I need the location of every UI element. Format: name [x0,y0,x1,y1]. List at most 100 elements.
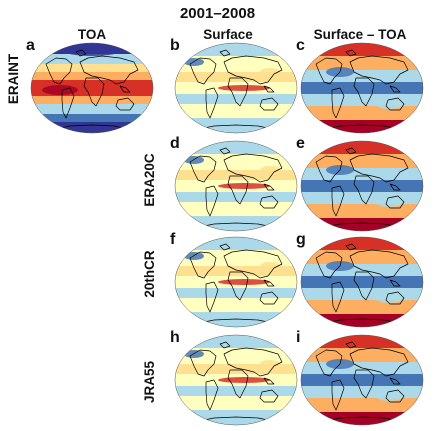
color-band [175,348,297,364]
color-band [31,54,153,64]
anomaly-region [218,377,270,383]
panel-letter-a: a [26,37,35,54]
coastline [205,87,219,119]
coastline [315,349,343,377]
color-band [301,374,423,386]
coastline [259,97,279,111]
coastline [385,291,405,305]
anomaly-region [218,183,270,189]
coastline [315,155,343,183]
color-band [175,312,297,327]
map-f [174,236,298,328]
coastline [83,77,105,107]
color-band [175,170,297,180]
column-title-toa: TOA [77,27,107,42]
coastline [227,175,249,205]
map-h [174,334,298,426]
color-band [175,410,297,425]
coastline [263,279,275,287]
coastline [389,279,401,287]
coastline [193,222,279,229]
coastline [385,97,405,111]
row-label-jra55: JRA55 [142,360,157,404]
anomaly-region [260,360,280,368]
coastline [205,281,219,313]
color-band [175,141,297,154]
coastline [389,183,401,191]
color-band [175,335,297,348]
color-band [175,266,297,276]
color-band [175,364,297,374]
color-band [175,216,297,231]
color-band [175,250,297,266]
color-band [175,298,297,312]
map-panel-d: d [170,136,298,232]
anomaly-region [218,279,270,285]
coastline [345,147,357,155]
coastline [389,85,401,93]
coastline [223,249,283,279]
anomaly-region [106,82,138,94]
color-band [31,122,153,133]
map-panel-c: c [296,38,424,134]
anomaly-region [376,293,404,303]
color-band [31,64,153,72]
anomaly-region [376,197,404,207]
color-band [175,396,297,410]
coastline [193,416,279,423]
color-band [301,250,423,264]
coastline [259,195,279,209]
color-band [301,56,423,70]
coastline [319,318,405,325]
color-band [175,118,297,133]
color-band [301,335,423,348]
panel-letter-c: c [296,37,305,54]
color-band [301,348,423,362]
map-a [30,42,154,134]
coastline [319,416,405,423]
column-title-surface: Surface [203,27,253,42]
panel-letter-g: g [296,231,306,248]
color-band [175,72,297,82]
coastline [349,55,409,85]
coastline [79,55,139,85]
row-label-era20c: ERA20C [142,153,157,207]
color-band [301,106,423,120]
map-panel-f: f [170,232,298,328]
coastline [331,281,345,313]
map-boundary [174,140,298,232]
color-band [175,288,297,298]
color-band [301,82,423,94]
coastline [227,369,249,399]
coastline [319,222,405,229]
coastline [259,291,279,305]
panel-letter-e: e [296,135,305,152]
map-boundary [300,140,424,232]
coastline [49,124,135,131]
color-band [301,237,423,250]
coastline [345,243,357,251]
map-panel-a: a [26,38,154,134]
anomaly-region [260,68,280,76]
coastline [193,318,279,325]
color-band [31,104,153,114]
map-panel-e: e [296,136,424,232]
map-boundary [300,42,424,134]
coastline [353,271,375,301]
coastline [189,349,217,377]
coastline [331,379,345,411]
map-panel-g: g [296,232,424,328]
coastline [349,249,409,279]
map-panel-b: b [170,38,298,134]
color-band [301,154,423,168]
color-band [175,56,297,72]
color-band [301,300,423,314]
color-band [175,192,297,202]
coastline [223,153,283,183]
coastline [223,55,283,85]
coastline [315,57,343,85]
map-e [300,140,424,232]
coastline [189,251,217,279]
coastline [45,57,73,85]
map-i [300,334,424,426]
